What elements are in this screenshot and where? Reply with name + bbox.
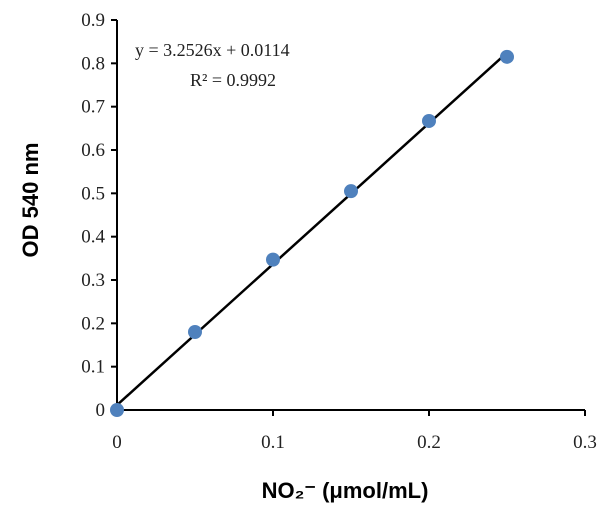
y-tick-label: 0.7 (81, 97, 105, 118)
y-tick-label: 0.2 (81, 313, 105, 334)
equation: y = 3.2526x + 0.0114 (135, 40, 290, 60)
data-point (344, 184, 358, 199)
y-tick-label: 0.3 (81, 270, 105, 291)
y-tick-label: 0.4 (81, 227, 105, 248)
y-tick-label: 0.5 (81, 183, 105, 204)
r-squared: R² = 0.9992 (190, 70, 276, 90)
data-point (110, 403, 124, 417)
x-tick-label: 0 (112, 432, 122, 453)
data-point (266, 252, 280, 267)
y-axis-label: OD 540 nm (18, 143, 43, 258)
y-tick-label: 0.1 (81, 357, 105, 378)
data-point (188, 325, 202, 339)
trendline (116, 51, 508, 406)
y-tick-label: 0.6 (81, 140, 105, 161)
y-tick-label: 0 (96, 400, 106, 421)
y-tick-label: 0.9 (81, 10, 105, 31)
x-axis-label: NO₂⁻ (μmol/mL) (262, 478, 429, 503)
y-tick-label: 0.8 (81, 53, 105, 74)
data-point (422, 113, 436, 128)
x-tick-label: 0.3 (573, 432, 597, 453)
data-point (500, 49, 514, 64)
x-tick-label: 0.2 (417, 432, 441, 453)
x-tick-label: 0.1 (261, 432, 285, 453)
